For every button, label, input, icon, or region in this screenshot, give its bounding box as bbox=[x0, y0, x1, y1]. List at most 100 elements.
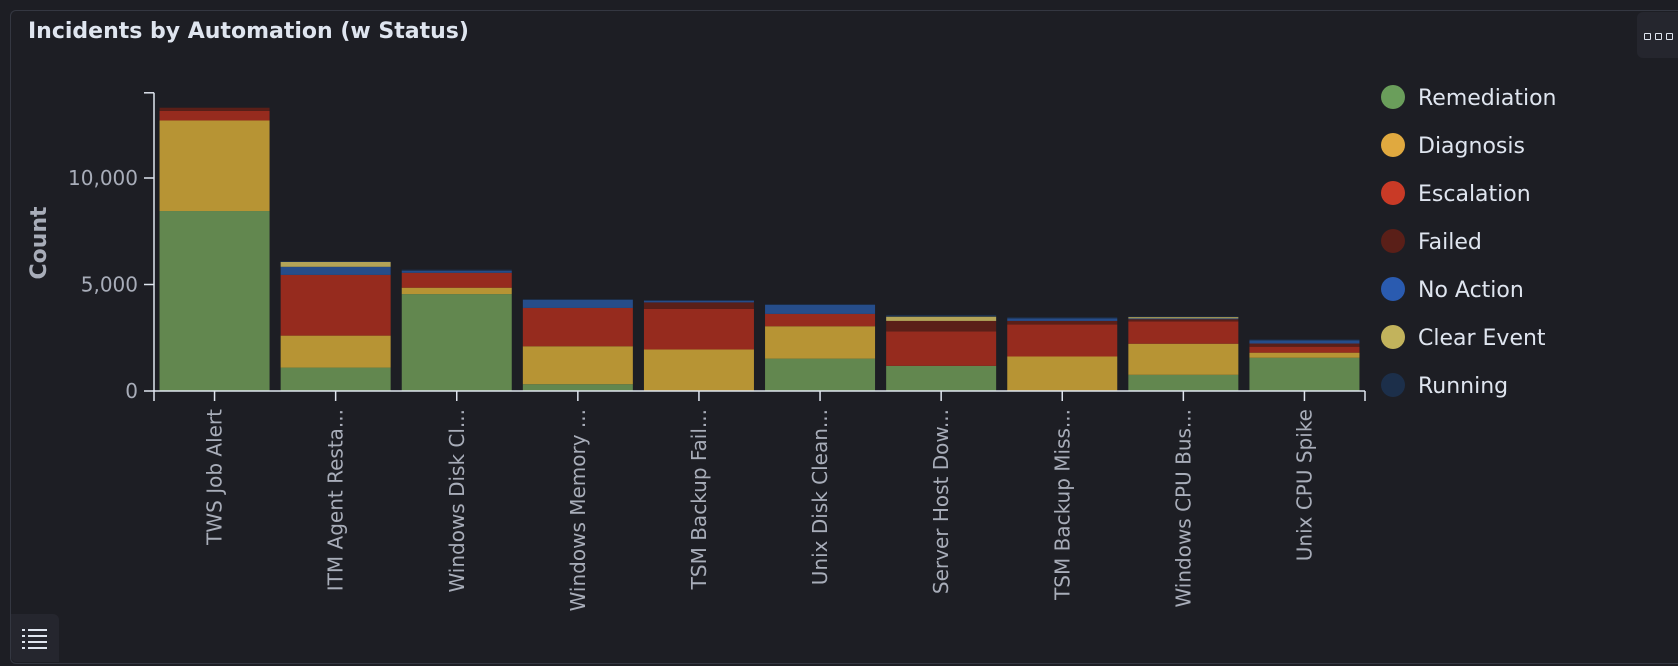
bar-segment[interactable] bbox=[1249, 340, 1360, 344]
legend-toggle-button[interactable] bbox=[11, 614, 59, 662]
bar-segment[interactable] bbox=[1007, 320, 1118, 325]
x-tick-label: Windows Disk Cl... bbox=[445, 409, 469, 593]
bar-segment[interactable] bbox=[280, 261, 391, 262]
legend-item[interactable]: Clear Event bbox=[1381, 325, 1546, 351]
bar-segment[interactable] bbox=[1128, 319, 1239, 322]
legend-label: Failed bbox=[1418, 230, 1482, 255]
y-axis-label: Count bbox=[27, 206, 52, 280]
bar-segment[interactable] bbox=[1007, 356, 1118, 391]
bar-segment[interactable] bbox=[280, 274, 391, 336]
legend-list-icon bbox=[22, 629, 47, 649]
bar-segment[interactable] bbox=[1007, 317, 1118, 319]
bar-segment[interactable] bbox=[401, 269, 512, 271]
bar-segment[interactable] bbox=[1128, 321, 1239, 344]
legend-marker bbox=[1381, 229, 1405, 253]
x-tick-label: Server Host Dow... bbox=[929, 409, 953, 594]
legend-item[interactable]: Running bbox=[1381, 373, 1508, 399]
bar-segment[interactable] bbox=[886, 320, 997, 332]
bar-segment[interactable] bbox=[522, 384, 633, 391]
legend-item[interactable]: Diagnosis bbox=[1381, 133, 1525, 159]
bar-stack[interactable] bbox=[643, 300, 754, 391]
bar-segment[interactable] bbox=[159, 107, 270, 111]
bar-segment[interactable] bbox=[280, 335, 391, 368]
bar-stack[interactable] bbox=[886, 314, 997, 391]
legend-item[interactable]: No Action bbox=[1381, 277, 1524, 303]
bar-stack[interactable] bbox=[280, 261, 391, 391]
panel-options-button[interactable] bbox=[1637, 12, 1678, 58]
bar-segment[interactable] bbox=[643, 300, 754, 301]
bar-segment[interactable] bbox=[765, 304, 876, 305]
bar-segment[interactable] bbox=[765, 304, 876, 314]
bar-segment[interactable] bbox=[1128, 343, 1239, 375]
bar-segment[interactable] bbox=[1249, 357, 1360, 391]
bar-segment[interactable] bbox=[280, 266, 391, 275]
bar-segment[interactable] bbox=[643, 302, 754, 309]
bar-stack[interactable] bbox=[1007, 317, 1118, 391]
bar-segment[interactable] bbox=[765, 358, 876, 391]
y-tick-label: 5,000 bbox=[81, 273, 138, 297]
bar-segment[interactable] bbox=[401, 270, 512, 273]
bar-segment[interactable] bbox=[522, 346, 633, 385]
bar-segment[interactable] bbox=[522, 298, 633, 300]
x-tick-label: TWS Job Alert bbox=[203, 409, 227, 546]
bar-segment[interactable] bbox=[1128, 317, 1239, 319]
bar-segment[interactable] bbox=[886, 365, 997, 391]
bar-segment[interactable] bbox=[765, 313, 876, 327]
bar-stack[interactable] bbox=[522, 298, 633, 391]
bar-segment[interactable] bbox=[1007, 318, 1118, 321]
bar-segment[interactable] bbox=[1128, 316, 1239, 318]
bar-segment[interactable] bbox=[401, 272, 512, 288]
bar-segment[interactable] bbox=[280, 261, 391, 267]
bar-stack[interactable] bbox=[1128, 316, 1239, 391]
bar-segment[interactable] bbox=[522, 299, 633, 308]
bar-stack[interactable] bbox=[159, 107, 270, 391]
bar-segment[interactable] bbox=[159, 211, 270, 391]
bar-stack[interactable] bbox=[765, 304, 876, 391]
bar-segment[interactable] bbox=[280, 367, 391, 391]
panel-options-icon bbox=[1644, 33, 1673, 40]
bar-segment[interactable] bbox=[886, 316, 997, 321]
bar-segment[interactable] bbox=[886, 314, 997, 317]
bar-segment[interactable] bbox=[1249, 346, 1360, 353]
bar-segment[interactable] bbox=[1128, 374, 1239, 391]
bar-segment[interactable] bbox=[1249, 339, 1360, 341]
bar-segment[interactable] bbox=[1249, 343, 1360, 347]
bar-segment[interactable] bbox=[1128, 318, 1239, 320]
bar-stack[interactable] bbox=[1249, 339, 1360, 391]
x-tick-label: Unix CPU Spike bbox=[1292, 409, 1316, 561]
y-tick-label: 10,000 bbox=[68, 166, 138, 190]
legend-marker bbox=[1381, 373, 1405, 397]
bar-segment[interactable] bbox=[643, 349, 754, 391]
bar-segment[interactable] bbox=[401, 287, 512, 295]
x-tick-label: ITM Agent Resta... bbox=[324, 409, 348, 591]
legend: Remediation Diagnosis Escalation Failed No A… bbox=[1381, 85, 1557, 399]
bar-stack[interactable] bbox=[401, 269, 512, 391]
legend-label: No Action bbox=[1418, 278, 1524, 303]
bar-segment[interactable] bbox=[159, 120, 270, 212]
y-axis: 0 5,000 10,000 bbox=[68, 92, 155, 403]
legend-item[interactable]: Failed bbox=[1381, 229, 1482, 255]
legend-marker bbox=[1381, 133, 1405, 157]
x-tick-label: Windows CPU Bus... bbox=[1171, 409, 1195, 608]
y-tick-label: 0 bbox=[125, 379, 138, 403]
legend-item[interactable]: Remediation bbox=[1381, 85, 1557, 111]
bar-segment[interactable] bbox=[765, 326, 876, 359]
x-tick-label: Unix Disk Clean... bbox=[808, 409, 832, 585]
bar-segment[interactable] bbox=[401, 294, 512, 391]
bar-segment[interactable] bbox=[522, 307, 633, 347]
bar-segment[interactable] bbox=[886, 331, 997, 366]
bar-segment[interactable] bbox=[1249, 352, 1360, 358]
legend-label: Diagnosis bbox=[1418, 134, 1525, 159]
bar-segment[interactable] bbox=[643, 300, 754, 303]
legend-marker bbox=[1381, 181, 1405, 205]
legend-label: Clear Event bbox=[1418, 326, 1546, 351]
panel-title: Incidents by Automation (w Status) bbox=[28, 19, 469, 44]
x-tick-label: TSM Backup Miss... bbox=[1050, 409, 1074, 601]
legend-label: Escalation bbox=[1418, 182, 1531, 207]
bar-segment[interactable] bbox=[159, 110, 270, 121]
bar-segment[interactable] bbox=[643, 308, 754, 350]
bar-segment[interactable] bbox=[1007, 324, 1118, 357]
legend-item[interactable]: Escalation bbox=[1381, 181, 1531, 207]
legend-marker bbox=[1381, 85, 1405, 109]
